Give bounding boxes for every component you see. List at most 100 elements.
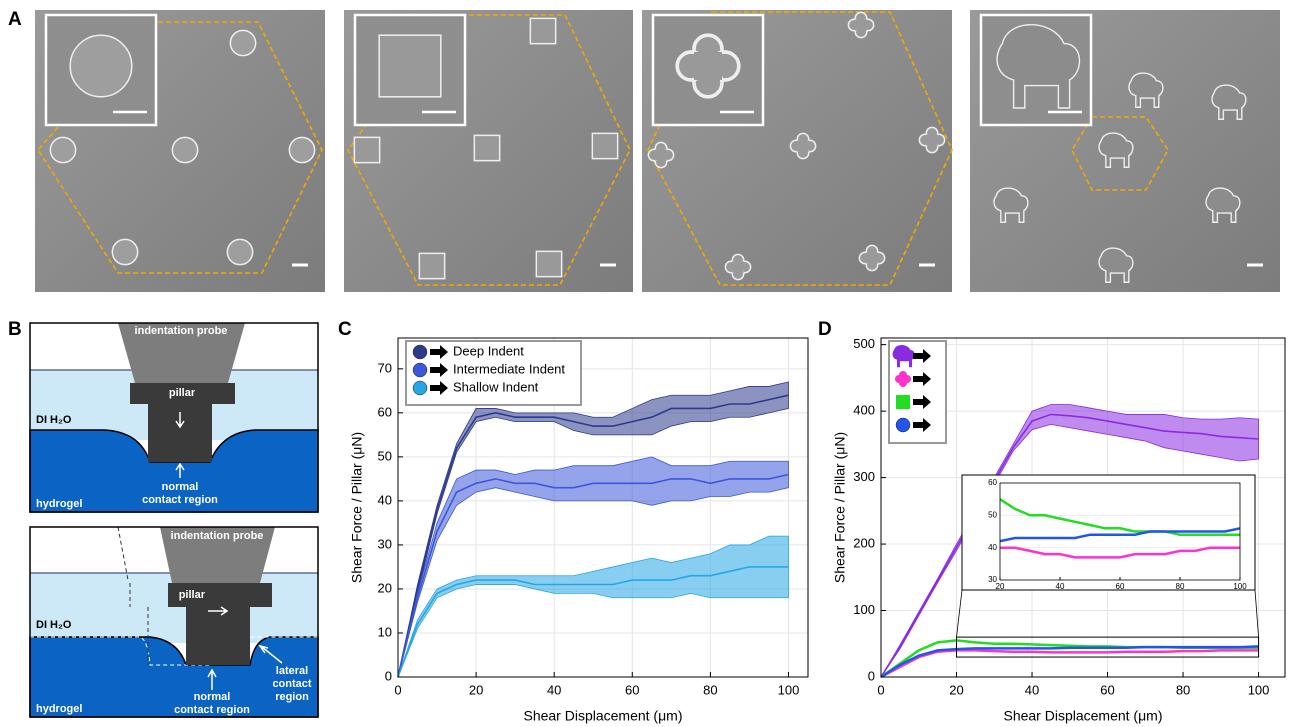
legend-arrow xyxy=(913,395,931,409)
y-tick-label: 0 xyxy=(868,668,875,683)
line xyxy=(880,645,1259,679)
pillar xyxy=(418,252,446,280)
legend-marker xyxy=(892,344,915,368)
legend-marker xyxy=(895,375,903,383)
x-tick-label: 100 xyxy=(1248,682,1270,697)
label: contact region xyxy=(174,704,250,716)
chart: 0 10 20 30 40 50 60 70 0 20 40 60 80 100 Shear Displac… xyxy=(349,337,809,724)
label: hydrogel xyxy=(36,498,82,510)
legend-marker xyxy=(896,395,910,409)
sem-image xyxy=(642,10,953,292)
pillar xyxy=(378,34,442,98)
label: contact xyxy=(272,678,311,690)
y-axis-label: Shear Force / Pillar (μN) xyxy=(349,432,365,583)
label: indentation probe xyxy=(171,530,264,542)
line xyxy=(397,473,789,678)
pillar xyxy=(535,250,563,278)
x-tick-label: 80 xyxy=(703,682,717,697)
label: contact region xyxy=(142,494,218,506)
inset: 30 40 50 60 20 40 60 80 100 xyxy=(961,474,1256,591)
x-tick-label: 20 xyxy=(469,682,483,697)
pillar xyxy=(858,244,886,272)
zoom-box xyxy=(956,636,1260,658)
legend-arrow xyxy=(913,418,931,432)
pillar xyxy=(69,34,133,98)
pillar xyxy=(353,136,381,164)
legend-arrow xyxy=(430,381,448,395)
line xyxy=(397,566,789,678)
line xyxy=(880,413,1259,678)
panel-label: A xyxy=(8,9,22,30)
pillar xyxy=(49,136,77,164)
label: normal xyxy=(194,691,231,703)
pillar xyxy=(1098,132,1134,168)
legend-arrow xyxy=(430,363,448,377)
sem-image xyxy=(35,10,325,292)
hexagon xyxy=(36,21,323,274)
pillar xyxy=(1128,72,1164,108)
pillar xyxy=(288,136,316,164)
y-axis-label: Shear Force / Pillar (μN) xyxy=(832,432,848,583)
pillar xyxy=(529,17,557,45)
pillar xyxy=(1205,187,1241,223)
legend-marker xyxy=(412,380,428,396)
x-tick-label: 60 xyxy=(1100,682,1114,697)
legend-arrow xyxy=(430,345,448,359)
y-tick-label: 30 xyxy=(988,575,997,584)
inset-plot-frame xyxy=(999,482,1241,581)
plot-frame xyxy=(397,337,809,678)
legend-arrow xyxy=(913,372,931,386)
x-tick-label: 60 xyxy=(625,682,639,697)
pillar xyxy=(473,134,501,162)
label: indentation probe xyxy=(135,325,228,337)
y-tick-label: 30 xyxy=(378,536,392,551)
pillar xyxy=(724,253,752,281)
pillar xyxy=(229,29,257,57)
x-tick-label: 60 xyxy=(1116,582,1125,591)
y-tick-label: 40 xyxy=(988,543,997,552)
lobe-core xyxy=(926,134,938,146)
inset-line xyxy=(1000,497,1240,536)
lobe-core xyxy=(655,149,667,161)
sem-image xyxy=(970,10,1280,292)
y-tick-label: 50 xyxy=(378,448,392,463)
lobe-core xyxy=(866,252,878,264)
inset-line xyxy=(1000,527,1240,543)
x-tick-label: 0 xyxy=(394,682,401,697)
legend-marker xyxy=(412,344,428,360)
pillar xyxy=(675,33,741,99)
lobe-core xyxy=(855,19,867,31)
sem-panel xyxy=(35,10,1280,292)
label: DI H₂O xyxy=(36,414,72,426)
lobe-core xyxy=(694,52,722,80)
chart: 0 100 200 300 400 500 0 20 40 60 80 100 Shear Displa… xyxy=(832,336,1286,724)
label: pillar xyxy=(179,589,206,601)
y-tick-label: 10 xyxy=(378,624,392,639)
legend-arrow xyxy=(913,349,931,363)
x-tick-label: 0 xyxy=(877,682,884,697)
hexagon xyxy=(647,11,953,286)
label: region xyxy=(275,691,309,703)
lobe-core xyxy=(797,140,809,152)
pillar xyxy=(789,132,817,160)
y-tick-label: 50 xyxy=(988,510,997,519)
diagram-normal: indentation probe pillar DI H₂O hydrogel… xyxy=(29,322,319,513)
x-axis-label: Shear Displacement (μm) xyxy=(1003,708,1162,724)
pillar xyxy=(1211,84,1247,120)
panel-label: B xyxy=(8,319,22,340)
lobe-core xyxy=(732,261,744,273)
hexagon xyxy=(347,14,631,286)
x-tick-label: 40 xyxy=(547,682,561,697)
y-tick-label: 60 xyxy=(378,404,392,419)
legend: Deep Indent Intermediate Indent Shallow In… xyxy=(405,340,582,406)
pillar xyxy=(591,132,619,160)
zoom-connector xyxy=(1254,589,1259,638)
zoom-connector xyxy=(956,589,963,638)
x-tick-label: 40 xyxy=(1025,682,1039,697)
label: DI H₂O xyxy=(36,619,72,631)
sem-image xyxy=(344,10,633,292)
y-tick-label: 400 xyxy=(853,403,875,418)
x-tick-label: 40 xyxy=(1056,582,1065,591)
legend-label: Intermediate Indent xyxy=(453,361,565,376)
